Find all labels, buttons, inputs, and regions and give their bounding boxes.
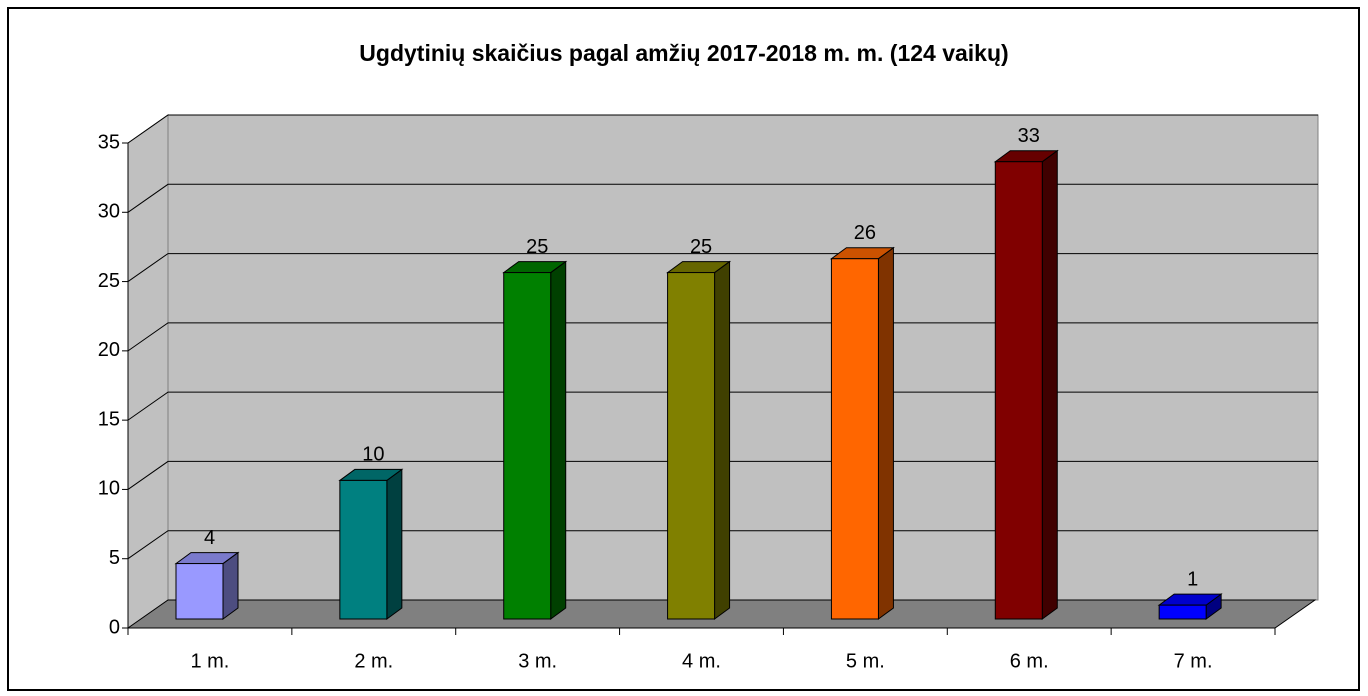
grid-line — [127, 391, 1318, 421]
x-tick-label: 6 m. — [1010, 650, 1049, 672]
y-tick-label: 10 — [98, 478, 120, 500]
x-tick-label: 7 m. — [1174, 650, 1213, 672]
grid-line — [127, 253, 1318, 282]
bar-side — [877, 246, 894, 620]
bar — [667, 272, 716, 620]
x-tick-label: 2 m. — [354, 650, 393, 672]
grid-line — [127, 114, 1318, 144]
y-tick-label: 35 — [98, 131, 120, 153]
bar — [503, 272, 552, 620]
x-tick-label: 5 m. — [846, 650, 885, 672]
bar — [339, 479, 388, 620]
grid-line — [127, 322, 1318, 352]
data-label: 25 — [526, 236, 548, 258]
data-label: 10 — [362, 444, 384, 466]
x-tick-label: 4 m. — [682, 650, 721, 672]
bar-side — [714, 260, 731, 620]
grid-line — [127, 183, 1318, 213]
bar-side — [550, 260, 567, 620]
data-label: 1 — [1187, 568, 1198, 590]
bar — [175, 563, 224, 620]
side-wall — [127, 114, 169, 629]
y-tick-label: 0 — [109, 616, 120, 638]
x-tick-label: 3 m. — [518, 650, 557, 672]
grid-line — [127, 530, 1318, 560]
x-tick-label: 1 m. — [190, 650, 229, 672]
chart-title: Ugdytinių skaičius pagal amžių 2017-2018… — [359, 40, 1008, 66]
grid-line — [127, 460, 1318, 490]
y-tick-label: 5 — [109, 547, 120, 569]
y-tick-label: 20 — [98, 339, 120, 361]
bar — [830, 258, 879, 620]
y-tick-label: 15 — [98, 408, 120, 430]
y-tick-label: 30 — [98, 201, 120, 223]
data-label: 25 — [690, 236, 712, 258]
data-label: 26 — [854, 222, 876, 244]
data-label: 33 — [1018, 125, 1040, 147]
bar-side — [1041, 149, 1058, 620]
y-tick-label: 25 — [98, 270, 120, 292]
data-label: 4 — [204, 527, 215, 549]
bar-side — [386, 468, 403, 620]
bar — [1158, 604, 1207, 620]
bar — [994, 161, 1043, 620]
